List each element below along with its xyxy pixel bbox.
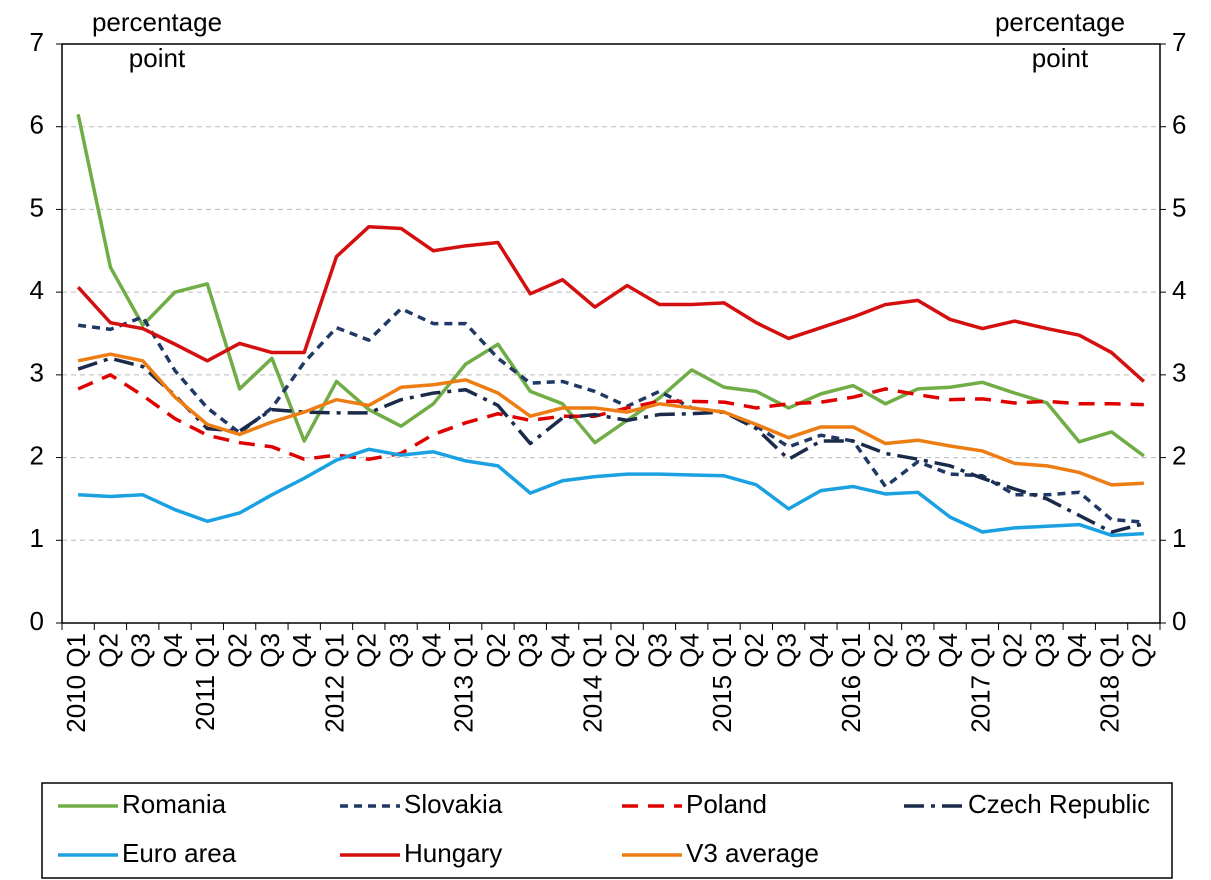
legend-label: V3 average xyxy=(686,838,819,868)
x-tick-label: Q2 xyxy=(352,633,382,668)
y-tick-label: 0 xyxy=(30,606,44,636)
x-tick-label: Q3 xyxy=(384,633,414,668)
series-line xyxy=(76,225,1146,383)
series-line xyxy=(77,306,1144,524)
legend-label: Hungary xyxy=(404,838,502,868)
x-tick-label: Q3 xyxy=(642,633,672,668)
x-tick-label: Q4 xyxy=(1062,633,1092,668)
x-tick-label: 2014 Q1 xyxy=(578,633,608,733)
x-tick-label: 2010 Q1 xyxy=(61,633,91,733)
y2-tick-label: 4 xyxy=(1172,275,1186,305)
series-line xyxy=(76,113,1145,458)
series-line xyxy=(77,352,1144,487)
y-tick-label: 6 xyxy=(30,110,44,140)
x-tick-label: Q2 xyxy=(1127,633,1157,668)
y2-tick-label: 5 xyxy=(1172,192,1186,222)
legend-box xyxy=(41,782,1173,879)
x-tick-label: Q3 xyxy=(901,633,931,668)
x-tick-label: 2012 Q1 xyxy=(319,633,349,733)
x-tick-label: Q3 xyxy=(1030,633,1060,668)
y2-tick-label: 2 xyxy=(1172,440,1186,470)
x-tick-label: Q2 xyxy=(481,633,511,668)
x-tick-label: Q2 xyxy=(610,633,640,668)
x-tick-label: Q2 xyxy=(93,633,123,668)
legend-label: Czech Republic xyxy=(968,789,1150,819)
legend-label: Slovakia xyxy=(404,789,503,819)
legend-label: Poland xyxy=(686,789,767,819)
series-line xyxy=(77,356,1145,534)
y-tick-label: 3 xyxy=(30,358,44,388)
x-tick-label: Q2 xyxy=(222,633,252,668)
x-tick-label: Q2 xyxy=(998,633,1028,668)
y2-axis-label: percentage point xyxy=(994,7,1126,73)
x-tick-label: 2015 Q1 xyxy=(707,633,737,733)
x-tick-label: Q3 xyxy=(771,633,801,668)
x-tick-label: 2018 Q1 xyxy=(1094,633,1124,733)
x-tick-label: Q4 xyxy=(158,633,188,668)
x-tick-label: Q2 xyxy=(739,633,769,668)
x-tick-label: Q3 xyxy=(513,633,543,668)
legend-label: Romania xyxy=(122,789,227,819)
y-tick-label: 2 xyxy=(30,440,44,470)
y-axis-label: percentage point xyxy=(91,7,223,73)
x-tick-label: 2016 Q1 xyxy=(836,633,866,733)
y-tick-label: 1 xyxy=(30,523,44,553)
plot-frame xyxy=(61,43,1161,624)
x-tick-label: Q4 xyxy=(675,633,705,668)
y2-tick-label: 7 xyxy=(1172,27,1186,57)
y-tick-label: 4 xyxy=(30,275,44,305)
y2-tick-label: 0 xyxy=(1172,606,1186,636)
legend-label: Euro area xyxy=(122,838,237,868)
x-tick-label: Q4 xyxy=(804,633,834,668)
x-tick-label: Q3 xyxy=(126,633,156,668)
x-tick-label: Q2 xyxy=(868,633,898,668)
x-tick-label: 2013 Q1 xyxy=(449,633,479,733)
y2-tick-label: 6 xyxy=(1172,110,1186,140)
x-tick-label: 2011 Q1 xyxy=(190,633,220,731)
x-tick-label: Q3 xyxy=(255,633,285,668)
x-tick-label: Q4 xyxy=(416,633,446,668)
y2-tick-label: 1 xyxy=(1172,523,1186,553)
series-line xyxy=(78,447,1144,538)
y2-tick-label: 3 xyxy=(1172,358,1186,388)
x-tick-label: Q4 xyxy=(545,633,575,668)
y-tick-label: 7 xyxy=(30,27,44,57)
x-tick-label: 2017 Q1 xyxy=(965,633,995,733)
y-tick-label: 5 xyxy=(30,192,44,222)
x-tick-label: Q4 xyxy=(287,633,317,668)
x-tick-label: Q4 xyxy=(933,633,963,668)
